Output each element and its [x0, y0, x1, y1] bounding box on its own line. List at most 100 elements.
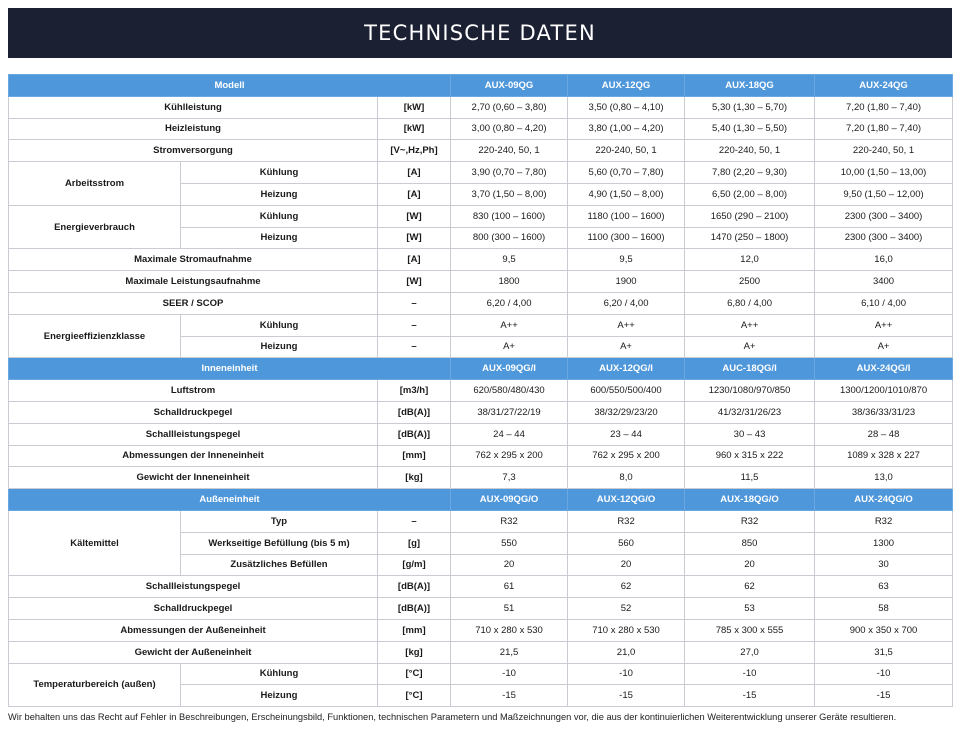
- model-column-header: AUX-09QG/O: [450, 488, 569, 511]
- table-row: Heizung [°C] -15 -15 -15 -15: [9, 684, 954, 708]
- unit-cell: [mm]: [376, 618, 452, 642]
- unit-cell: [dB(A)]: [376, 597, 452, 620]
- table-row: Kühlleistung [kW] 2,70 (0,60 – 3,80) 3,50 (…: [8, 95, 954, 119]
- value-cell: -10: [450, 662, 569, 686]
- sub-row-label: Kühlung: [180, 161, 378, 184]
- row-label: Gewicht der Außeneinheit: [8, 640, 378, 664]
- value-cell: 20: [567, 553, 686, 577]
- section-title: Inneneinheit: [7, 357, 452, 381]
- model-column-header: AUC-18QG/I: [684, 357, 816, 381]
- value-cell: 6,20 / 4,00: [450, 291, 569, 315]
- table-row: Gewicht der Außeneinheit [kg] 21,5 21,0 27,0…: [8, 640, 954, 664]
- unit-cell: [mm]: [376, 444, 452, 468]
- value-cell: 900 x 350 x 700: [814, 618, 954, 642]
- section-title: Außeneinheit: [7, 488, 452, 511]
- value-cell: 30: [814, 553, 954, 577]
- value-cell: 53: [684, 597, 816, 620]
- table-row: Schalldruckpegel [dB(A)] 51 52 53 58: [8, 597, 954, 620]
- value-cell: A++: [684, 313, 816, 337]
- unit-cell: [A]: [376, 161, 452, 184]
- value-cell: 1300/1200/1010/870: [814, 379, 954, 402]
- value-cell: 800 (300 – 1600): [450, 226, 569, 250]
- value-cell: 1300: [814, 531, 954, 555]
- value-cell: 762 x 295 x 200: [450, 444, 569, 468]
- value-cell: 1900: [567, 270, 686, 293]
- table-row: Heizung [W] 800 (300 – 1600) 1100 (300 – 16…: [9, 226, 954, 250]
- table-row: Kältemittel Typ – R32 R32 R32 R32: [8, 509, 954, 577]
- unit-cell: [kg]: [376, 640, 452, 664]
- table-row: Maximale Leistungsaufnahme [W] 1800 1900 250…: [8, 270, 954, 293]
- unit-cell: [kW]: [376, 117, 452, 141]
- value-cell: 7,3: [450, 466, 569, 490]
- value-cell: 38/32/29/23/20: [567, 400, 686, 424]
- model-column-header: AUX-12QG: [567, 74, 686, 97]
- value-cell: 27,0: [684, 640, 816, 664]
- value-cell: 1100 (300 – 1600): [567, 226, 686, 250]
- table-row: Maximale Stromaufnahme [A] 9,5 9,5 12,0 16,0: [8, 248, 954, 272]
- value-cell: 3,90 (0,70 – 7,80): [450, 161, 569, 184]
- page-title: TECHNISCHE DATEN: [8, 8, 952, 58]
- value-cell: 9,5: [567, 248, 686, 272]
- value-cell: 51: [450, 597, 569, 620]
- value-cell: 220-240, 50, 1: [684, 139, 816, 163]
- unit-cell: [g]: [376, 531, 452, 555]
- table-row: Schalldruckpegel [dB(A)] 38/31/27/22/19 38/…: [8, 400, 954, 424]
- table-row: Werkseitige Befüllung (bis 5 m) [g] 550 560…: [9, 531, 954, 555]
- value-cell: 2,70 (0,60 – 3,80): [450, 95, 569, 119]
- value-cell: 830 (100 – 1600): [450, 204, 569, 228]
- unit-cell: [dB(A)]: [376, 575, 452, 599]
- group-label: Kältemittel: [8, 509, 181, 577]
- value-cell: 63: [814, 575, 954, 599]
- section-header-row: Modell AUX-09QG AUX-12QG AUX-18QG AUX-24QG: [7, 74, 954, 97]
- value-cell: -15: [814, 684, 954, 708]
- value-cell: 3,70 (1,50 – 8,00): [450, 182, 569, 206]
- sub-row-label: Zusätzliches Befüllen: [180, 553, 378, 577]
- table-row: Arbeitsstrom Kühlung [A] 3,90 (0,70 – 7,80)…: [8, 161, 954, 206]
- sub-row-label: Kühlung: [180, 313, 378, 337]
- sub-row-label: Kühlung: [180, 204, 378, 228]
- value-cell: 220-240, 50, 1: [814, 139, 954, 163]
- row-label: Stromversorgung: [8, 139, 378, 163]
- unit-cell: [A]: [376, 182, 452, 206]
- row-label: Abmessungen der Außeneinheit: [8, 618, 378, 642]
- value-cell: 1230/1080/970/850: [684, 379, 816, 402]
- value-cell: 9,5: [450, 248, 569, 272]
- row-label: Abmessungen der Inneneinheit: [8, 444, 378, 468]
- value-cell: 710 x 280 x 530: [567, 618, 686, 642]
- value-cell: 220-240, 50, 1: [450, 139, 569, 163]
- value-cell: 24 – 44: [450, 422, 569, 446]
- unit-cell: [W]: [376, 204, 452, 228]
- unit-cell: [W]: [376, 270, 452, 293]
- value-cell: A+: [450, 335, 569, 359]
- model-column-header: AUX-12QG/I: [567, 357, 686, 381]
- table-row: Schallleistungspegel [dB(A)] 61 62 62 63: [8, 575, 954, 599]
- value-cell: 11,5: [684, 466, 816, 490]
- value-cell: 550: [450, 531, 569, 555]
- value-cell: 6,80 / 4,00: [684, 291, 816, 315]
- value-cell: R32: [814, 509, 954, 533]
- table-row: Gewicht der Inneneinheit [kg] 7,3 8,0 11,5 13…: [8, 466, 954, 490]
- unit-cell: [kg]: [376, 466, 452, 490]
- table-row: Schallleistungspegel [dB(A)] 24 – 44 23 – 4…: [8, 422, 954, 446]
- model-column-header: AUX-09QG/I: [450, 357, 569, 381]
- sub-row-label: Heizung: [180, 335, 378, 359]
- value-cell: 7,80 (2,20 – 9,30): [684, 161, 816, 184]
- value-cell: 620/580/480/430: [450, 379, 569, 402]
- row-label: Kühlleistung: [8, 95, 378, 119]
- value-cell: 28 – 48: [814, 422, 954, 446]
- value-cell: 20: [450, 553, 569, 577]
- sub-row-label: Typ: [180, 509, 378, 533]
- value-cell: 8,0: [567, 466, 686, 490]
- value-cell: 1650 (290 – 2100): [684, 204, 816, 228]
- value-cell: 6,10 / 4,00: [814, 291, 954, 315]
- sub-row-label: Heizung: [180, 182, 378, 206]
- unit-cell: [g/m]: [376, 553, 452, 577]
- value-cell: R32: [567, 509, 686, 533]
- value-cell: A++: [567, 313, 686, 337]
- unit-cell: [°C]: [376, 662, 452, 686]
- model-column-header: AUX-12QG/O: [567, 488, 686, 511]
- value-cell: R32: [684, 509, 816, 533]
- value-cell: 58: [814, 597, 954, 620]
- row-label: Schallleistungspegel: [8, 422, 378, 446]
